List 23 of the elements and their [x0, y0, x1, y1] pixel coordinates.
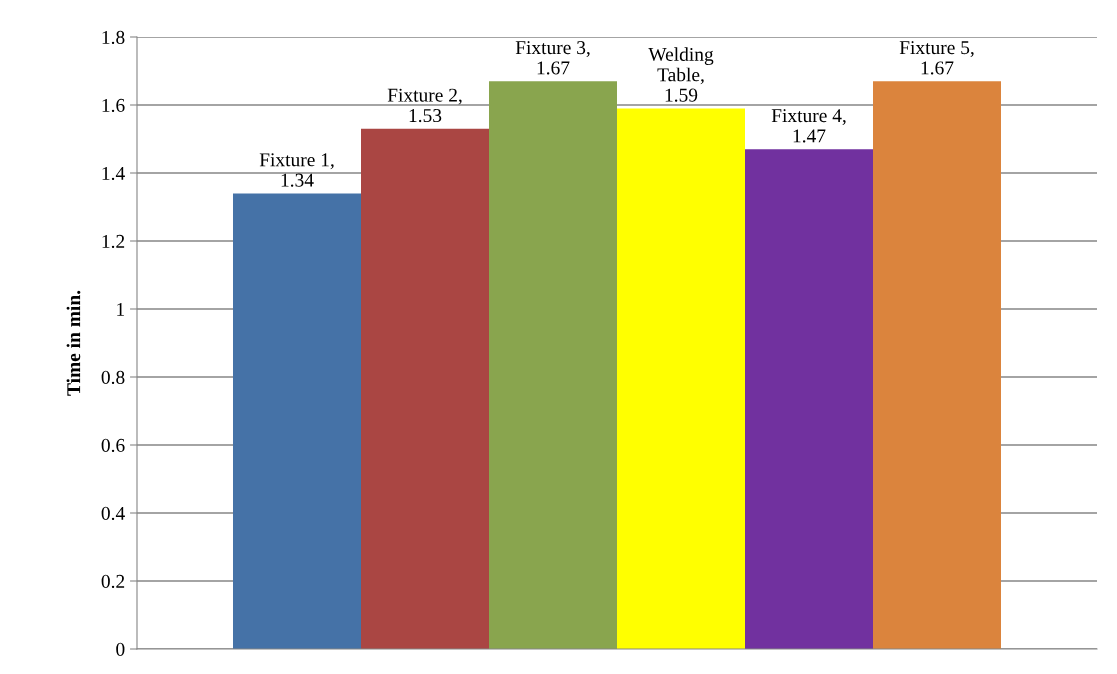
bar — [745, 149, 873, 649]
y-tick-label: 1 — [117, 302, 125, 316]
y-tick-label: 1.2 — [102, 234, 125, 249]
y-tick-label: 0.6 — [101, 438, 125, 453]
data-label: Fixture 3, 1.67 — [515, 41, 590, 75]
bar — [873, 81, 1001, 649]
y-axis-title: Time in min. — [66, 290, 81, 396]
data-label: Welding Table, 1.59 — [648, 47, 714, 102]
y-tick-label: 1.4 — [102, 166, 125, 181]
data-label: Fixture 5, 1.67 — [899, 41, 974, 75]
y-tick-label: 0.4 — [101, 506, 125, 521]
bar — [489, 81, 617, 649]
bar — [361, 128, 489, 649]
y-tick-label: 1.6 — [102, 98, 125, 113]
data-label: Fixture 2, 1.53 — [387, 88, 462, 123]
data-label: Fixture 4, 1.47 — [771, 109, 846, 143]
y-tick-label: 0.2 — [101, 574, 125, 589]
bar — [617, 108, 745, 649]
data-label: Fixture 1, 1.34 — [259, 153, 334, 187]
bar — [233, 193, 361, 649]
y-tick-label: 0.8 — [101, 370, 125, 385]
y-tick-label: 0 — [116, 642, 125, 656]
y-tick-label: 1.8 — [102, 30, 125, 45]
